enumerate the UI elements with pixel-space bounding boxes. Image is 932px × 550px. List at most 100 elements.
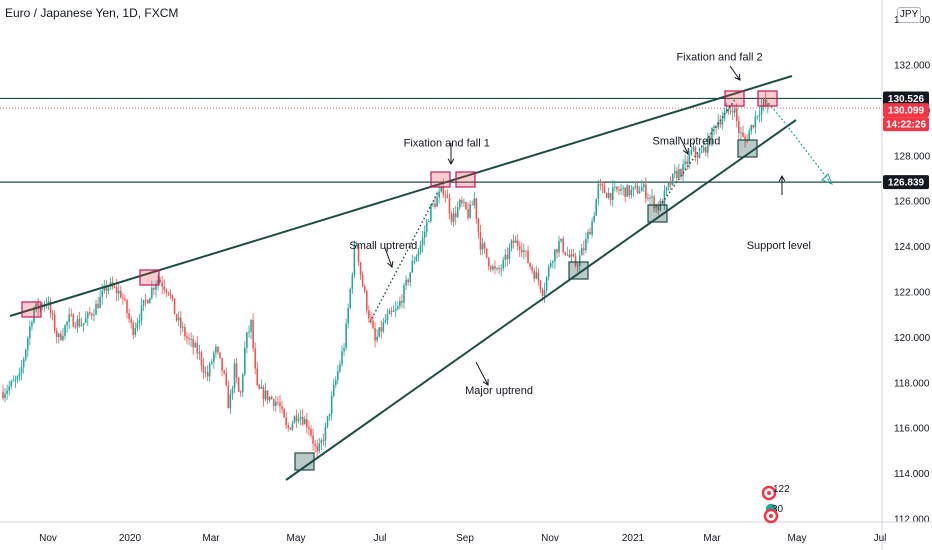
candle-body: [76, 318, 79, 328]
candle-body: [239, 391, 242, 393]
candle-body: [91, 313, 93, 316]
candle-body: [605, 192, 608, 198]
candle-body: [339, 364, 341, 372]
candle-body: [494, 266, 496, 269]
candle-body: [746, 140, 748, 142]
candle-body: [566, 254, 569, 256]
candle-body: [698, 152, 701, 158]
candle-body: [589, 231, 591, 235]
target-icon-center: [769, 514, 773, 518]
candle-body: [208, 363, 211, 377]
candle-body: [213, 352, 215, 362]
candle-body: [719, 121, 722, 125]
candle-body: [655, 204, 657, 209]
support-touch-box: [737, 139, 758, 158]
resistance-touch-box: [757, 90, 778, 107]
resistance-touch-box: [430, 171, 451, 188]
candle-body: [487, 257, 490, 267]
candle-body: [51, 312, 54, 315]
candle-body: [576, 265, 579, 267]
x-axis[interactable]: Nov 2020 Mar May Jul Sep Nov 2021 Mar May Jul: [0, 521, 932, 544]
support-touch-box: [568, 261, 589, 280]
candle-body: [411, 261, 414, 273]
candle-body: [258, 384, 261, 389]
candle-body: [27, 338, 29, 350]
candle-body: [359, 262, 362, 275]
candle-body: [140, 305, 143, 321]
candle-body: [293, 416, 296, 424]
currency-badge[interactable]: JPY: [897, 7, 921, 23]
y-axis[interactable]: 112.000 114.000 116.000 118.000 120.000 122.0…: [881, 0, 931, 550]
candle-body: [568, 254, 571, 257]
candle-body: [157, 280, 159, 285]
candle-body: [382, 322, 385, 332]
candle-body: [89, 312, 91, 314]
resistance-touch-box: [139, 269, 160, 286]
candle-body: [595, 199, 598, 216]
candle-body: [671, 173, 674, 185]
x-tick-label: May: [788, 533, 807, 544]
candle-body: [105, 285, 108, 291]
candle-body: [252, 319, 254, 349]
plot-area[interactable]: [0, 0, 882, 522]
candle-body: [733, 108, 736, 113]
candle-body: [616, 186, 618, 190]
candle-body: [407, 279, 409, 283]
candle-body: [649, 197, 651, 199]
candle-body: [611, 187, 614, 200]
candle-body: [8, 386, 11, 391]
candle-body: [221, 358, 223, 371]
candle-body: [425, 221, 428, 232]
candle-body: [289, 427, 292, 430]
marker-boxes: [21, 90, 778, 471]
candle-body: [148, 298, 151, 304]
annotation-arrow: [679, 136, 689, 155]
candle-body: [260, 386, 263, 389]
annotations: Fixation and fall 2 Fixation and fall 1 Sm…: [349, 51, 811, 397]
candle-body: [153, 287, 155, 290]
candle-body: [630, 189, 633, 196]
candle-body: [223, 370, 225, 374]
projected-fall-path: [765, 99, 831, 183]
candle-body: [347, 308, 349, 324]
candle-body: [432, 203, 434, 205]
candle-body: [18, 372, 21, 377]
candle-body: [409, 272, 411, 283]
candle-body: [549, 263, 552, 267]
candle-body: [295, 416, 298, 421]
candle-body: [233, 363, 236, 389]
candle-body: [80, 324, 83, 326]
resistance-touch-box: [21, 301, 42, 318]
y-tick-label: 128.000: [894, 151, 931, 162]
candle-body: [33, 309, 35, 323]
candle-body: [428, 221, 430, 222]
candle-body: [564, 251, 567, 255]
candle-body: [122, 297, 124, 299]
candle-body: [103, 285, 106, 291]
event-badges[interactable]: 122 30: [761, 484, 790, 524]
candle-body: [320, 440, 323, 444]
candle-body: [357, 244, 360, 263]
candle-body: [194, 343, 197, 348]
candle-body: [461, 199, 463, 203]
candle-body: [95, 303, 97, 315]
candle-body: [512, 240, 515, 243]
candle-body: [537, 272, 540, 281]
candle-body: [225, 373, 228, 386]
candle-body: [365, 291, 368, 311]
candle-body: [324, 426, 327, 441]
candle-body: [138, 320, 141, 323]
candle-body: [506, 254, 509, 259]
candle-body: [521, 249, 523, 253]
candle-body: [272, 399, 275, 406]
candle-body: [475, 198, 478, 219]
candle-body: [82, 323, 85, 325]
candle-body: [64, 325, 66, 337]
y-tick-label: 118.000: [894, 378, 930, 389]
candle-body: [756, 115, 759, 117]
candle-body: [572, 254, 575, 257]
support-touch-box: [647, 204, 668, 223]
candle-body: [645, 184, 647, 199]
candle-body: [349, 288, 352, 309]
